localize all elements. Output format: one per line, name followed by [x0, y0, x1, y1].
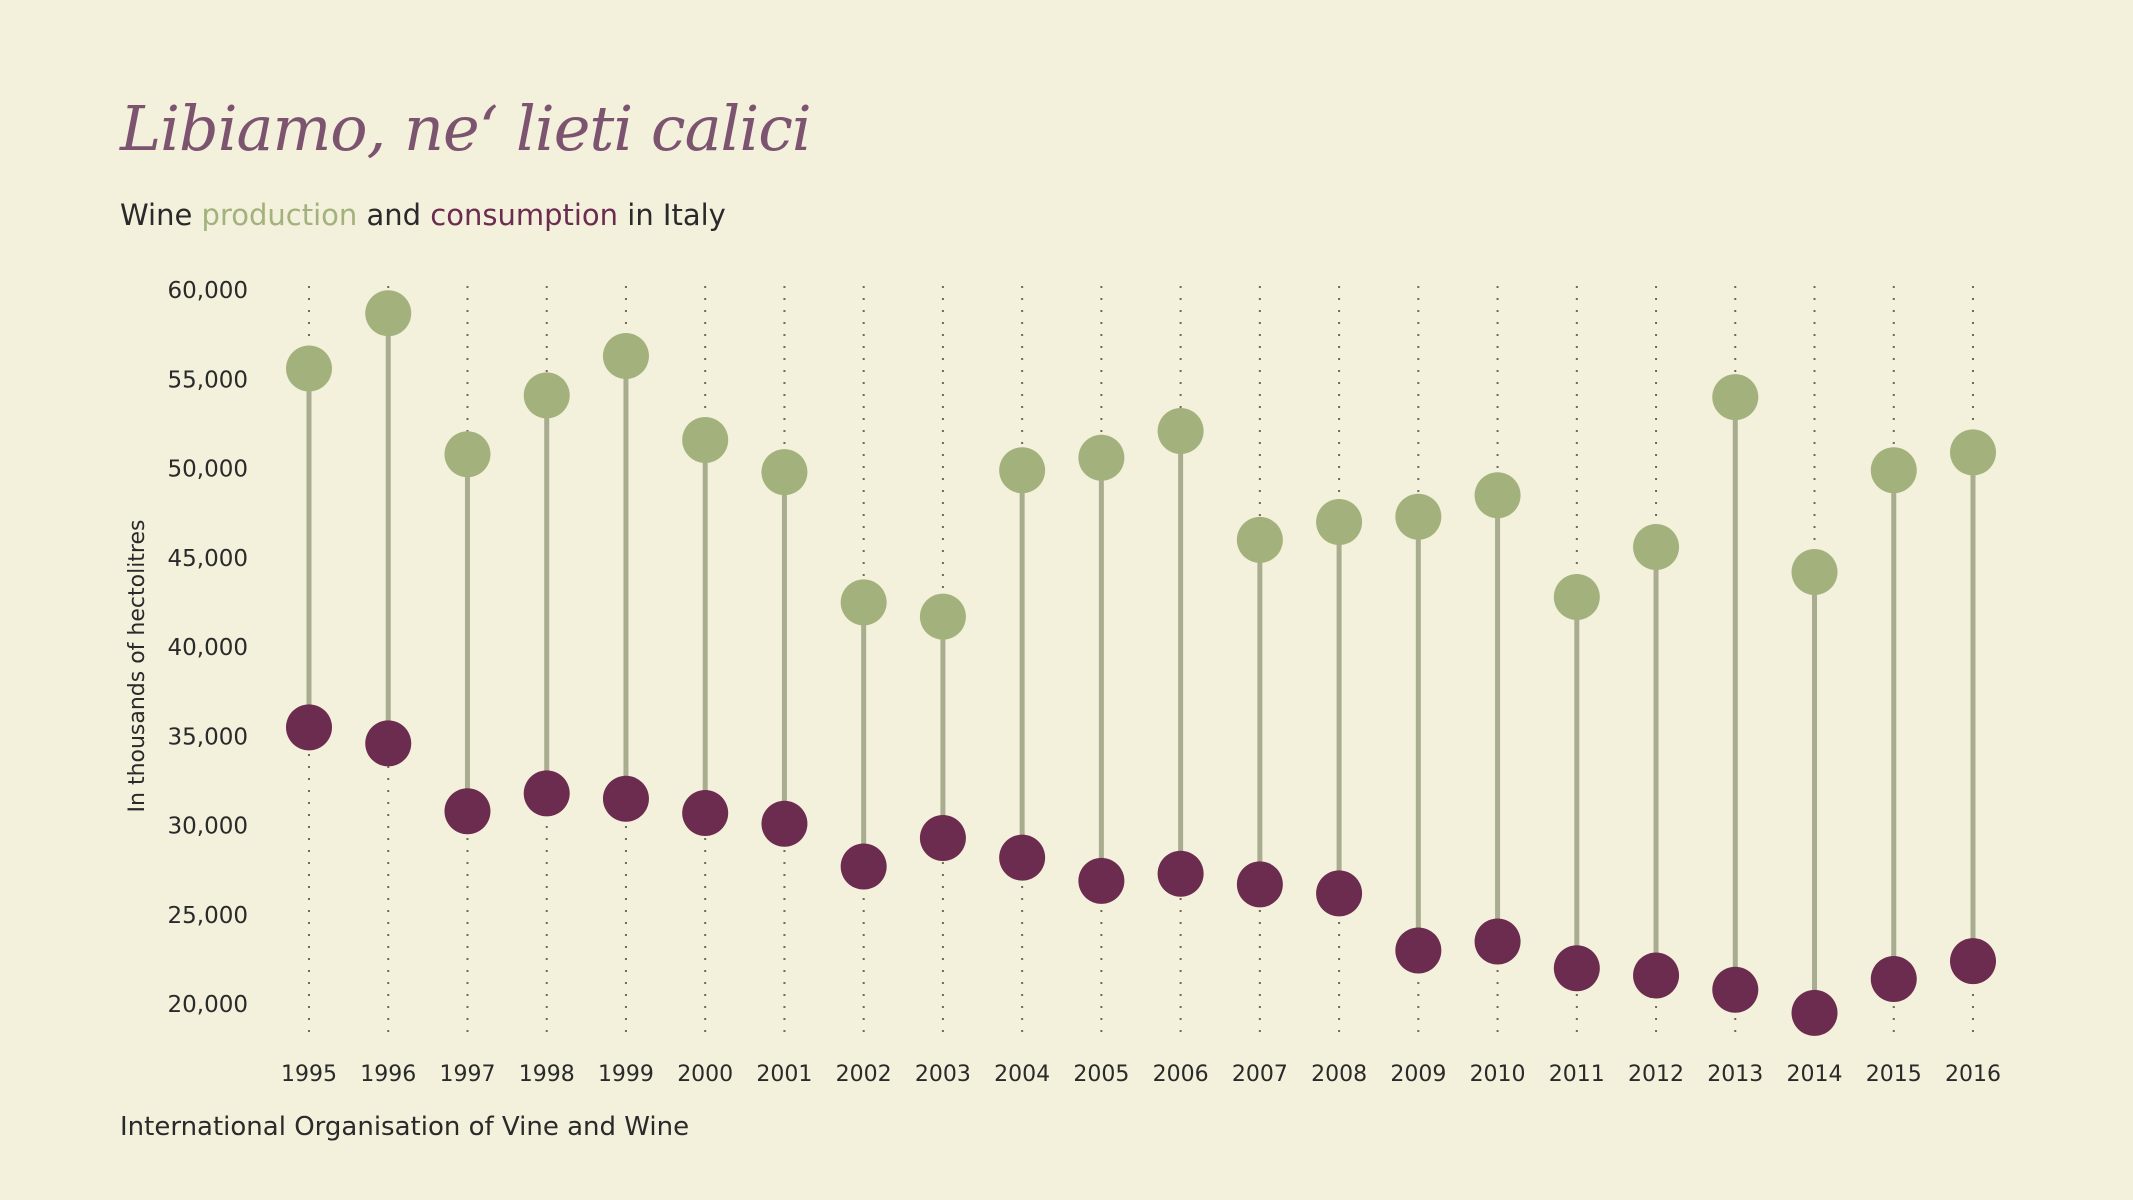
x-tick-label: 2003 [915, 1062, 971, 1087]
y-tick-label: 40,000 [168, 635, 248, 661]
consumption-point [444, 788, 491, 835]
y-tick-label: 35,000 [168, 724, 248, 750]
y-tick-label: 20,000 [168, 992, 248, 1018]
production-point [523, 372, 570, 419]
x-tick-label: 2014 [1787, 1062, 1843, 1087]
chart-title: Libiamo, ne‘ lieti calici [120, 92, 812, 165]
production-point [840, 579, 887, 626]
consumption-point [365, 720, 412, 767]
x-tick-label: 1995 [281, 1062, 337, 1087]
consumption-point [1870, 956, 1917, 1003]
consumption-point [1395, 927, 1442, 974]
consumption-point [1553, 945, 1600, 992]
subtitle-production: production [201, 198, 358, 232]
subtitle-middle: and [357, 198, 431, 232]
y-tick-label: 30,000 [168, 814, 248, 840]
production-point [444, 431, 491, 478]
consumption-point [999, 834, 1046, 881]
production-point [286, 345, 332, 392]
production-point [1712, 374, 1759, 421]
consumption-point [919, 814, 966, 861]
production-point [1236, 516, 1283, 563]
production-point [1950, 429, 1996, 476]
x-tick-label: 2008 [1311, 1062, 1367, 1087]
consumption-point [523, 770, 570, 817]
x-tick-label: 2006 [1153, 1062, 1209, 1087]
y-axis-label: In thousands of hectolitres [125, 520, 150, 813]
chart-subtitle: Wine production and consumption in Italy [120, 198, 726, 232]
consumption-point [286, 704, 332, 751]
x-tick-label: 1996 [360, 1062, 416, 1087]
x-tick-label: 2000 [677, 1062, 733, 1087]
production-point [682, 416, 729, 463]
subtitle-consumption: consumption [430, 198, 619, 232]
x-tick-label: 2012 [1628, 1062, 1684, 1087]
production-point [1633, 524, 1680, 571]
subtitle-suffix: in Italy [618, 198, 726, 232]
x-tick-label: 1997 [439, 1062, 495, 1087]
consumption-point [1474, 918, 1521, 965]
consumption-point [1950, 938, 1996, 985]
production-point [1395, 493, 1442, 540]
x-tick-label: 2015 [1866, 1062, 1922, 1087]
y-tick-label: 55,000 [168, 367, 248, 393]
subtitle-prefix: Wine [120, 198, 202, 232]
consumption-point [840, 843, 887, 890]
production-point [602, 333, 649, 380]
source-note: International Organisation of Vine and W… [120, 1112, 690, 1142]
production-point [1078, 434, 1125, 481]
x-tick-label: 2002 [836, 1062, 892, 1087]
production-point [761, 449, 808, 496]
consumption-point [761, 800, 808, 847]
x-tick-label: 2013 [1707, 1062, 1763, 1087]
x-tick-label: 2001 [756, 1062, 812, 1087]
x-tick-label: 2004 [994, 1062, 1050, 1087]
x-tick-label: 2007 [1232, 1062, 1288, 1087]
x-tick-label: 2005 [1073, 1062, 1129, 1087]
y-tick-label: 50,000 [168, 457, 248, 483]
consumption-point [1791, 989, 1838, 1036]
x-tick-label: 1998 [519, 1062, 575, 1087]
x-tick-label: 1999 [598, 1062, 654, 1087]
consumption-point [682, 790, 729, 837]
y-tick-label: 45,000 [168, 546, 248, 572]
consumption-point [1316, 870, 1363, 917]
production-point [1157, 408, 1204, 455]
consumption-point [1633, 952, 1680, 999]
consumption-point [1078, 857, 1125, 904]
production-point [1870, 447, 1917, 494]
x-tick-label: 2009 [1390, 1062, 1446, 1087]
production-point [1316, 499, 1363, 546]
production-point [365, 290, 412, 337]
x-tick-label: 2016 [1945, 1062, 2001, 1087]
production-point [919, 593, 966, 640]
production-point [999, 447, 1046, 494]
x-tick-label: 2011 [1549, 1062, 1605, 1087]
consumption-point [1157, 850, 1204, 897]
y-tick-label: 60,000 [168, 278, 248, 304]
production-point [1474, 472, 1521, 519]
y-tick-label: 25,000 [168, 903, 248, 929]
consumption-point [1712, 966, 1759, 1013]
production-point [1553, 574, 1600, 621]
consumption-point [602, 775, 649, 822]
production-point [1791, 549, 1838, 596]
consumption-point [1236, 861, 1283, 908]
x-tick-label: 2010 [1470, 1062, 1526, 1087]
